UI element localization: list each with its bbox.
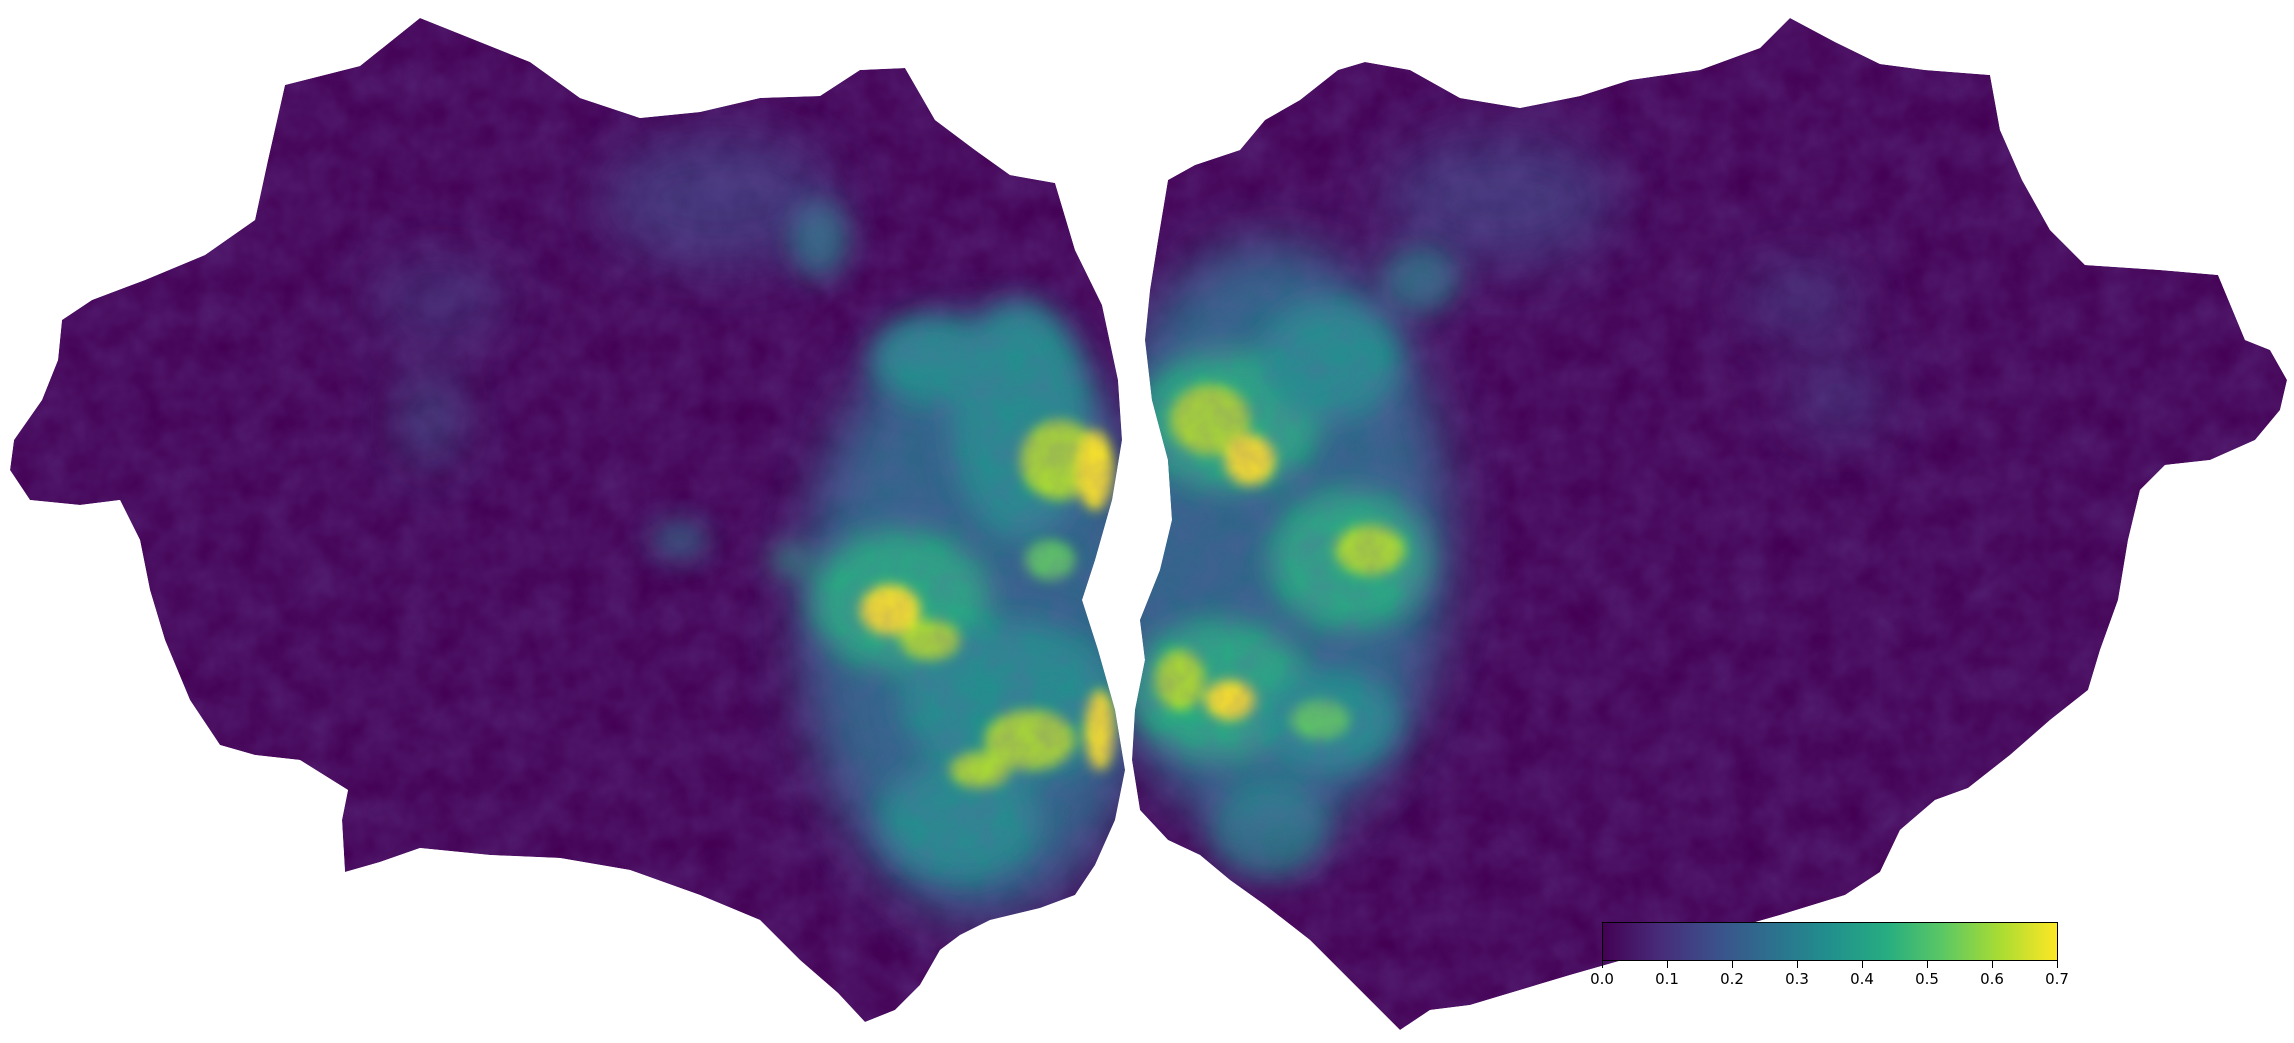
colorbar-tick-label: 0.2 — [1720, 970, 1744, 988]
colorbar-tick-label: 0.3 — [1785, 970, 1809, 988]
colorbar-tick — [1732, 961, 1733, 968]
colorbar-tick-label: 0.4 — [1850, 970, 1874, 988]
colorbar-tick — [1927, 961, 1928, 968]
right-hemisphere — [1132, 18, 2287, 1030]
colorbar-tick-label: 0.6 — [1980, 970, 2004, 988]
colorbar-tick — [2057, 961, 2058, 968]
colorbar-tick-label: 0.0 — [1590, 970, 1614, 988]
colorbar-tick — [1667, 961, 1668, 968]
left-hemisphere — [10, 18, 1125, 1022]
colorbar — [1602, 922, 2058, 961]
colorbar-tick-label: 0.5 — [1915, 970, 1939, 988]
colorbar-tick-label: 0.7 — [2045, 970, 2069, 988]
colorbar-tick — [1992, 961, 1993, 968]
colorbar-tick — [1797, 961, 1798, 968]
colorbar-tick — [1602, 961, 1603, 968]
colorbar-tick — [1862, 961, 1863, 968]
colorbar-tick-label: 0.1 — [1655, 970, 1679, 988]
